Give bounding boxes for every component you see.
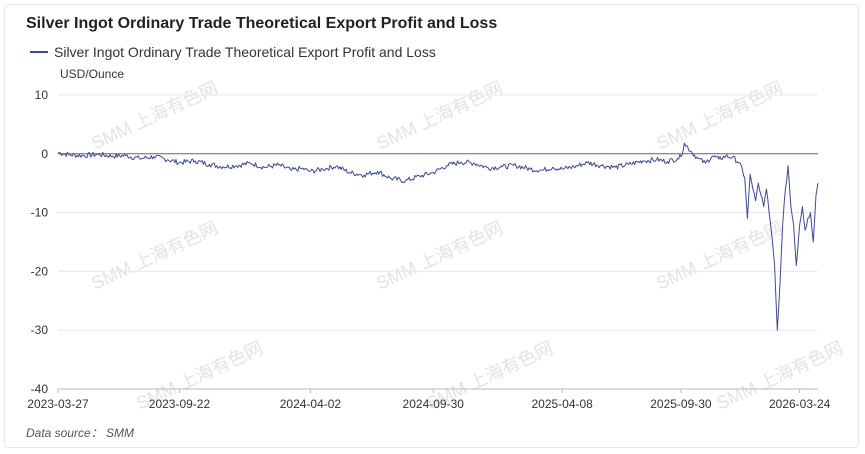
y-tick-label: -20: [31, 264, 49, 278]
chart-title: Silver Ingot Ordinary Trade Theoretical …: [26, 15, 498, 32]
y-tick-label: -10: [31, 206, 49, 220]
chart-panel: [4, 4, 859, 448]
legend-line-swatch: [30, 51, 48, 53]
watermark-text: SMM 上海有色网: [653, 78, 786, 154]
x-tick-label: 2024-04-02: [280, 397, 342, 411]
watermark-text: SMM 上海有色网: [373, 78, 506, 154]
x-tick-label: 2025-09-30: [650, 397, 712, 411]
legend-label: Silver Ingot Ordinary Trade Theoretical …: [54, 44, 436, 60]
legend[interactable]: Silver Ingot Ordinary Trade Theoretical …: [30, 44, 436, 60]
data-source: Data source： SMM: [26, 426, 135, 440]
watermark-text: SMM 上海有色网: [88, 78, 221, 154]
y-tick-label: -30: [31, 323, 49, 337]
y-axis-unit: USD/Ounce: [60, 67, 125, 81]
y-tick-label: 0: [41, 147, 48, 161]
watermark-text: SMM 上海有色网: [653, 218, 786, 294]
x-tick-label: 2023-09-22: [149, 397, 211, 411]
x-tick-label: 2026-03-24: [769, 397, 831, 411]
y-tick-label: 10: [35, 88, 49, 102]
y-tick-label: -40: [31, 382, 49, 396]
watermark-text: SMM 上海有色网: [373, 218, 506, 294]
x-tick-label: 2023-03-27: [27, 397, 89, 411]
series-line: [57, 142, 819, 331]
x-tick-label: 2025-04-08: [531, 397, 593, 411]
x-tick-label: 2024-09-30: [403, 397, 465, 411]
watermark-text: SMM 上海有色网: [88, 218, 221, 294]
